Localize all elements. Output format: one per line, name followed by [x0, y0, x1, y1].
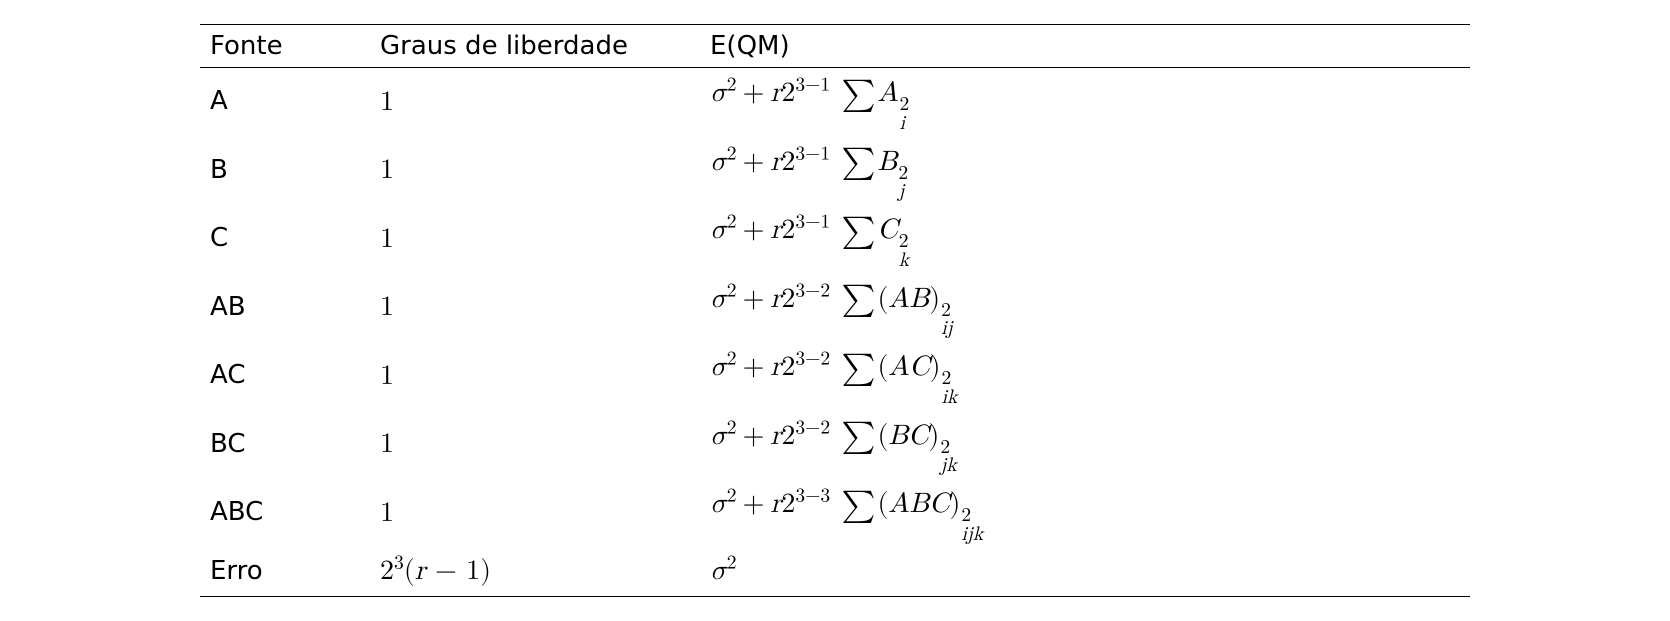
table-row: ABC1σ2+r23−3 ∑(ABC)2ijk	[200, 479, 1470, 547]
cell-eqm: σ2+r23−1 ∑B2j	[700, 136, 1470, 204]
cell-eqm: σ2+r23−2 ∑(AC)2ik	[700, 342, 1470, 410]
cell-eqm: σ2+r23−1 ∑A2i	[700, 68, 1470, 137]
table-row: A1σ2+r23−1 ∑A2i	[200, 68, 1470, 137]
table-row: B1σ2+r23−1 ∑B2j	[200, 136, 1470, 204]
col-header-gl: Graus de liberdade	[370, 25, 700, 68]
cell-eqm: σ2+r23−1 ∑C2k	[700, 205, 1470, 273]
col-header-eqm: E(QM)	[700, 25, 1470, 68]
cell-fonte: B	[200, 136, 370, 204]
cell-fonte: AC	[200, 342, 370, 410]
cell-eqm: σ2+r23−2 ∑(BC)2jk	[700, 410, 1470, 478]
cell-gl: 1	[370, 205, 700, 273]
cell-gl: 1	[370, 479, 700, 547]
table-row: C1σ2+r23−1 ∑C2k	[200, 205, 1470, 273]
cell-gl: 1	[370, 68, 700, 137]
cell-eqm: σ2+r23−3 ∑(ABC)2ijk	[700, 479, 1470, 547]
cell-eqm: σ2	[700, 547, 1470, 596]
table-row: BC1σ2+r23−2 ∑(BC)2jk	[200, 410, 1470, 478]
cell-fonte: BC	[200, 410, 370, 478]
cell-gl: 1	[370, 273, 700, 341]
cell-fonte: ABC	[200, 479, 370, 547]
col-header-fonte: Fonte	[200, 25, 370, 68]
cell-gl: 1	[370, 342, 700, 410]
table-body: A1σ2+r23−1 ∑A2iB1σ2+r23−1 ∑B2jC1σ2+r23−1…	[200, 68, 1470, 597]
cell-eqm: σ2+r23−2 ∑(AB)2ij	[700, 273, 1470, 341]
cell-fonte: AB	[200, 273, 370, 341]
cell-gl: 23(r − 1)	[370, 547, 700, 596]
anova-eqm-table: Fonte Graus de liberdade E(QM) A1σ2+r23−…	[200, 24, 1470, 597]
cell-fonte: C	[200, 205, 370, 273]
table-row: AB1σ2+r23−2 ∑(AB)2ij	[200, 273, 1470, 341]
cell-fonte: A	[200, 68, 370, 137]
table-row: AC1σ2+r23−2 ∑(AC)2ik	[200, 342, 1470, 410]
table-header-row: Fonte Graus de liberdade E(QM)	[200, 25, 1470, 68]
table-row: Erro23(r − 1)σ2	[200, 547, 1470, 596]
cell-gl: 1	[370, 136, 700, 204]
cell-gl: 1	[370, 410, 700, 478]
cell-fonte: Erro	[200, 547, 370, 596]
